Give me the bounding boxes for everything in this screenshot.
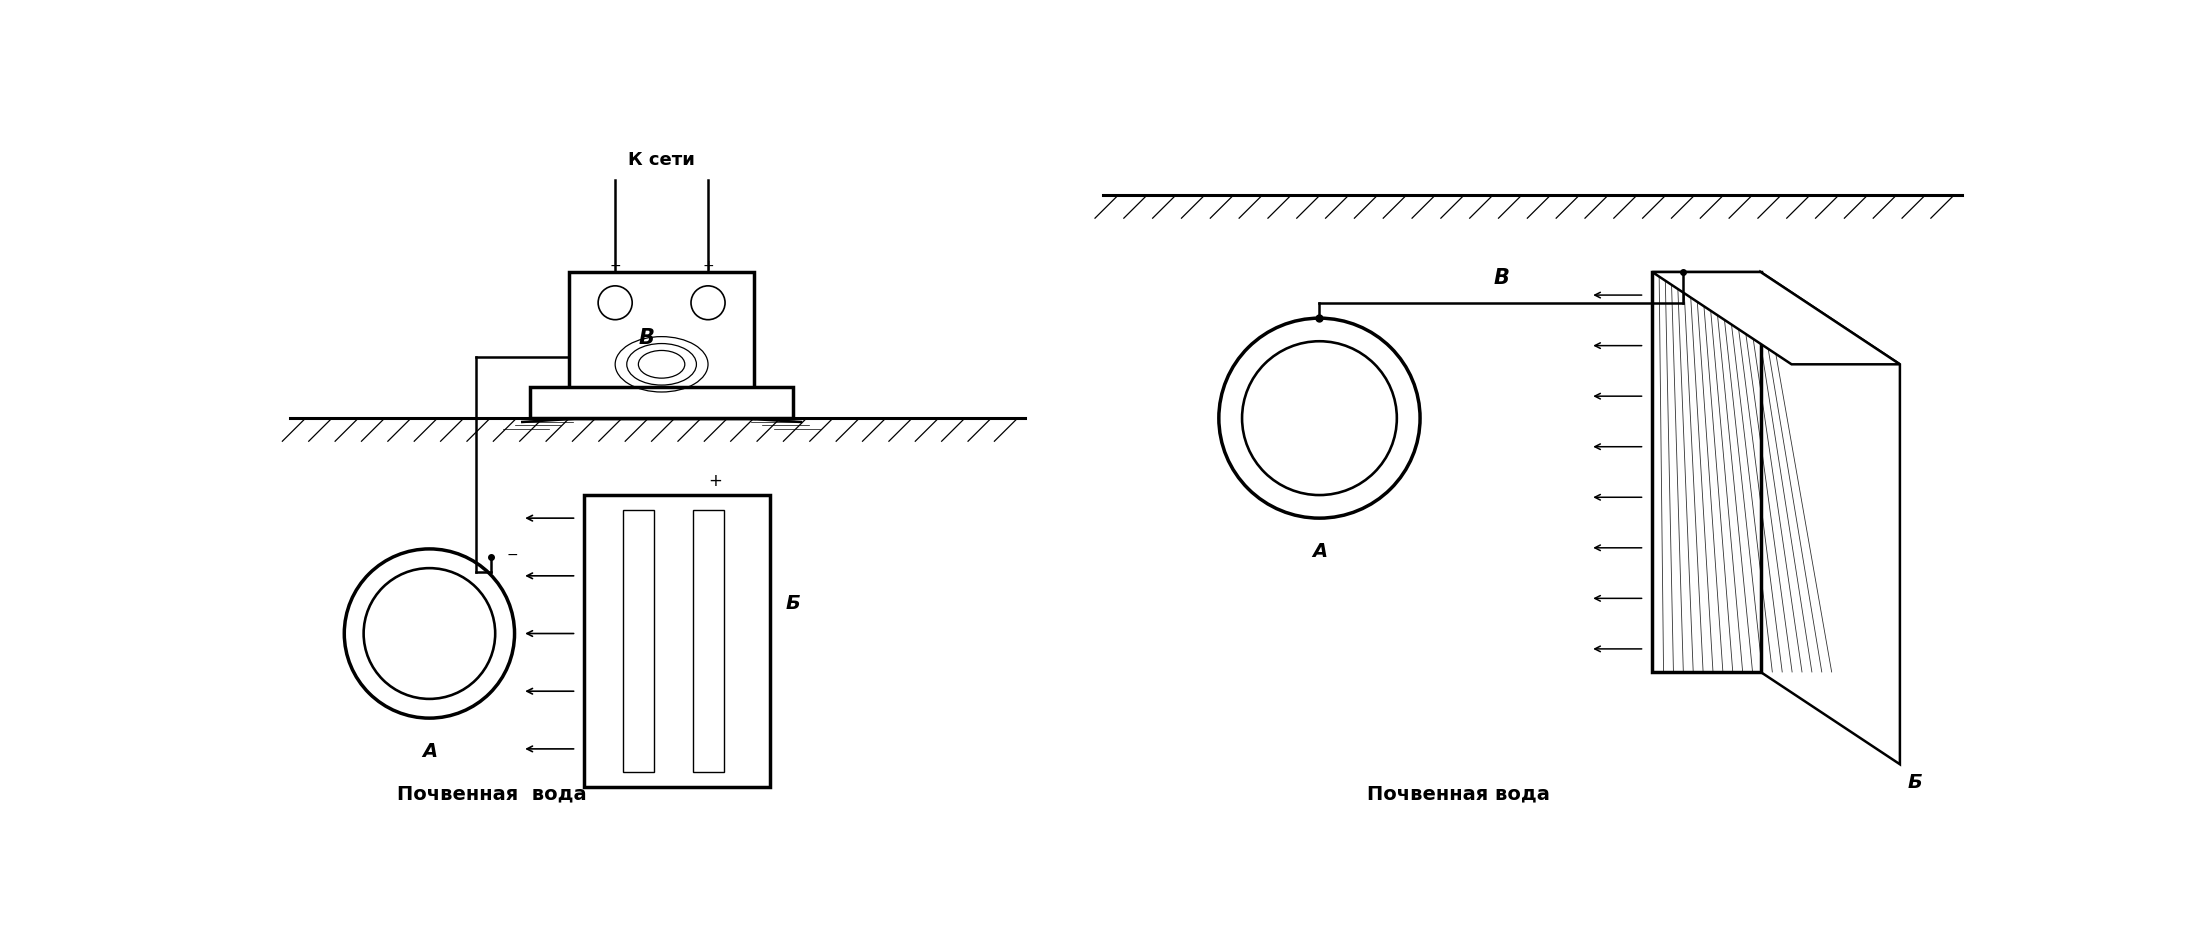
Polygon shape	[1760, 273, 1900, 765]
Bar	[692, 511, 723, 772]
Bar	[529, 388, 793, 419]
Bar	[569, 273, 754, 419]
Text: Почвенная  вода: Почвенная вода	[395, 784, 587, 803]
Text: А: А	[1312, 542, 1327, 561]
Bar	[624, 511, 655, 772]
Text: +: +	[707, 471, 723, 489]
Text: −: −	[508, 547, 518, 561]
Polygon shape	[1652, 273, 1900, 365]
Bar	[1652, 273, 1760, 672]
Text: А: А	[422, 741, 437, 760]
Text: +: +	[703, 259, 714, 273]
Text: В: В	[637, 328, 655, 348]
Text: Б: Б	[787, 594, 800, 612]
Text: Почвенная вода: Почвенная вода	[1367, 784, 1551, 803]
Text: В: В	[1494, 268, 1509, 288]
Bar	[584, 496, 769, 788]
Text: Б: Б	[1907, 772, 1922, 791]
Text: −: −	[609, 259, 622, 273]
Text: К сети: К сети	[628, 151, 694, 169]
